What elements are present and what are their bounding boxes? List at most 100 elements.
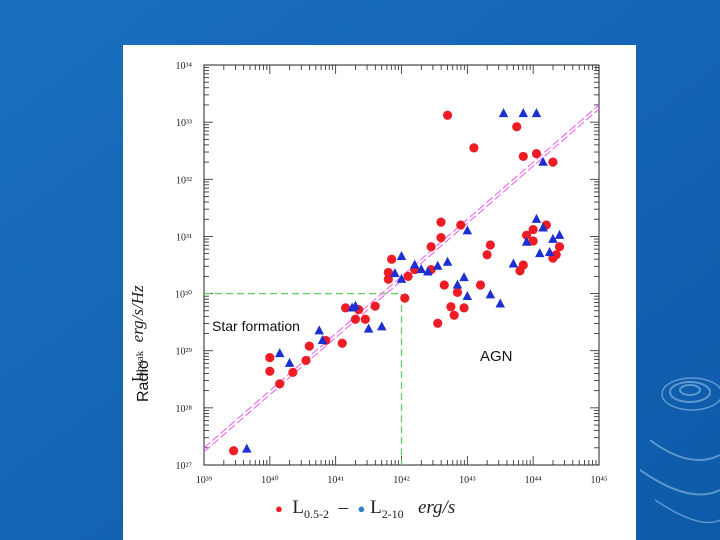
data-point-circle [439, 280, 449, 290]
data-point-circle [360, 314, 370, 324]
ripple-arc [639, 469, 720, 496]
data-point-triangle [544, 247, 555, 257]
data-point-circle [531, 148, 542, 159]
x-label-dash: – [333, 497, 353, 518]
data-point-circle [433, 318, 443, 328]
data-point-triangle [363, 323, 374, 333]
data-point-triangle [521, 236, 532, 246]
data-point-triangle [462, 225, 473, 235]
y-tick-label: 10²⁹ [176, 347, 193, 358]
x-axis-title: ● L0.5-2 – ● L2-10 erg/s [275, 497, 455, 522]
chart-panel: 10³⁹ 10⁴⁰ 10⁴¹ 10⁴² 10⁴³ 10⁴⁴ 10⁴⁵ 10²⁷ 10²⁸ 10²⁹… [123, 45, 636, 540]
y-tick-label: 10³⁰ [175, 290, 192, 301]
x-tick-label: 10⁴² [393, 475, 409, 486]
data-point-circle [337, 338, 347, 348]
y-tick-label: 10³¹ [176, 232, 192, 243]
y-tick-label: 10³² [176, 175, 192, 186]
data-point-triangle [409, 259, 420, 269]
data-point-circle [436, 232, 446, 243]
ripple-ring [661, 377, 720, 411]
y-tick-label: 10²⁸ [176, 404, 193, 415]
data-point-circle [265, 366, 275, 376]
x-tick-label: 10⁴⁴ [525, 475, 542, 486]
data-point-circle [512, 122, 522, 132]
data-point-triangle [317, 335, 328, 345]
annotation-star-formation: Star formation [212, 318, 300, 334]
data-point-circle [265, 352, 275, 363]
data-point-triangle [531, 213, 542, 223]
data-point-triangle [538, 222, 548, 232]
data-point-triangle [485, 289, 496, 299]
x-tick-label: 10⁴¹ [327, 475, 343, 486]
data-point-triangle [396, 251, 407, 261]
data-point-circle [229, 446, 239, 456]
data-point-triangle [396, 273, 407, 283]
data-point-circle [475, 280, 486, 290]
data-point-circle [426, 242, 436, 252]
data-point-triangle [442, 256, 453, 266]
data-point-circle [482, 250, 492, 260]
data-point-circle [469, 143, 479, 153]
x-tick-label: 10⁴³ [459, 475, 475, 486]
data-point-circle [446, 302, 456, 312]
trend-line [203, 108, 600, 453]
data-point-circle [442, 110, 453, 120]
data-point-triangle [377, 321, 387, 331]
data-point-circle [288, 367, 298, 378]
ripple-arc [654, 499, 720, 524]
y-tick-label: 10³⁴ [176, 61, 193, 72]
data-point-triangle [423, 266, 433, 276]
threshold-boundary-line [204, 292, 403, 465]
x-label-units: erg/s [408, 497, 456, 518]
x-label-hard: L2-10 [370, 497, 404, 521]
data-point-triangle [518, 108, 529, 118]
y-axis-title-subscript: peak [134, 350, 146, 372]
data-point-circle [400, 293, 410, 303]
data-point-triangle [274, 348, 285, 358]
data-point-triangle [462, 291, 473, 301]
data-point-circle [304, 341, 314, 351]
data-point-circle [518, 260, 528, 270]
y-axis-title-units: erg/s/Hz [128, 285, 147, 347]
data-point-triangle [535, 248, 545, 258]
ripple-ring [669, 381, 711, 403]
x-label-soft: L0.5-2 [287, 497, 329, 521]
data-point-circle [301, 355, 311, 366]
data-point-triangle [390, 268, 400, 278]
x-tick-label: 10³⁹ [196, 475, 213, 486]
data-point-circle [518, 151, 528, 162]
y-axis-title: Lpeak erg/s/Hz [128, 285, 148, 382]
data-point-circle [449, 310, 459, 320]
water-ripple-decoration [639, 377, 720, 524]
data-point-triangle [495, 298, 505, 308]
annotation-agn: AGN [480, 348, 513, 365]
data-point-triangle [432, 260, 443, 270]
data-point-circle [383, 267, 393, 278]
data-point-triangle [548, 233, 558, 243]
data-point-circle [456, 220, 466, 230]
data-point-circle [403, 271, 413, 282]
data-point-triangle [498, 108, 509, 118]
data-point-circle [548, 157, 558, 167]
data-point-circle [521, 230, 532, 240]
data-point-circle [459, 303, 469, 313]
data-point-circle [387, 254, 397, 264]
y-axis-title-prefix: L [128, 371, 147, 382]
data-point-circle [485, 240, 495, 250]
data-point-triangle [284, 357, 295, 367]
data-point-circle [528, 236, 538, 246]
data-point-triangle [416, 264, 426, 274]
data-point-circle [275, 379, 285, 389]
x-legend-circle-marker: ● [275, 501, 283, 516]
trend-line [203, 104, 600, 449]
data-point-circle [452, 287, 463, 298]
data-point-triangle [242, 443, 252, 453]
ripple-arc [649, 439, 720, 461]
y-tick-label: 10³³ [176, 118, 192, 129]
data-point-triangle [538, 156, 548, 166]
ripple-ring [679, 384, 701, 396]
data-point-circle [528, 224, 538, 235]
y-tick-label: 10²⁷ [176, 461, 193, 472]
data-point-triangle [314, 325, 324, 335]
data-point-circle [370, 301, 380, 311]
